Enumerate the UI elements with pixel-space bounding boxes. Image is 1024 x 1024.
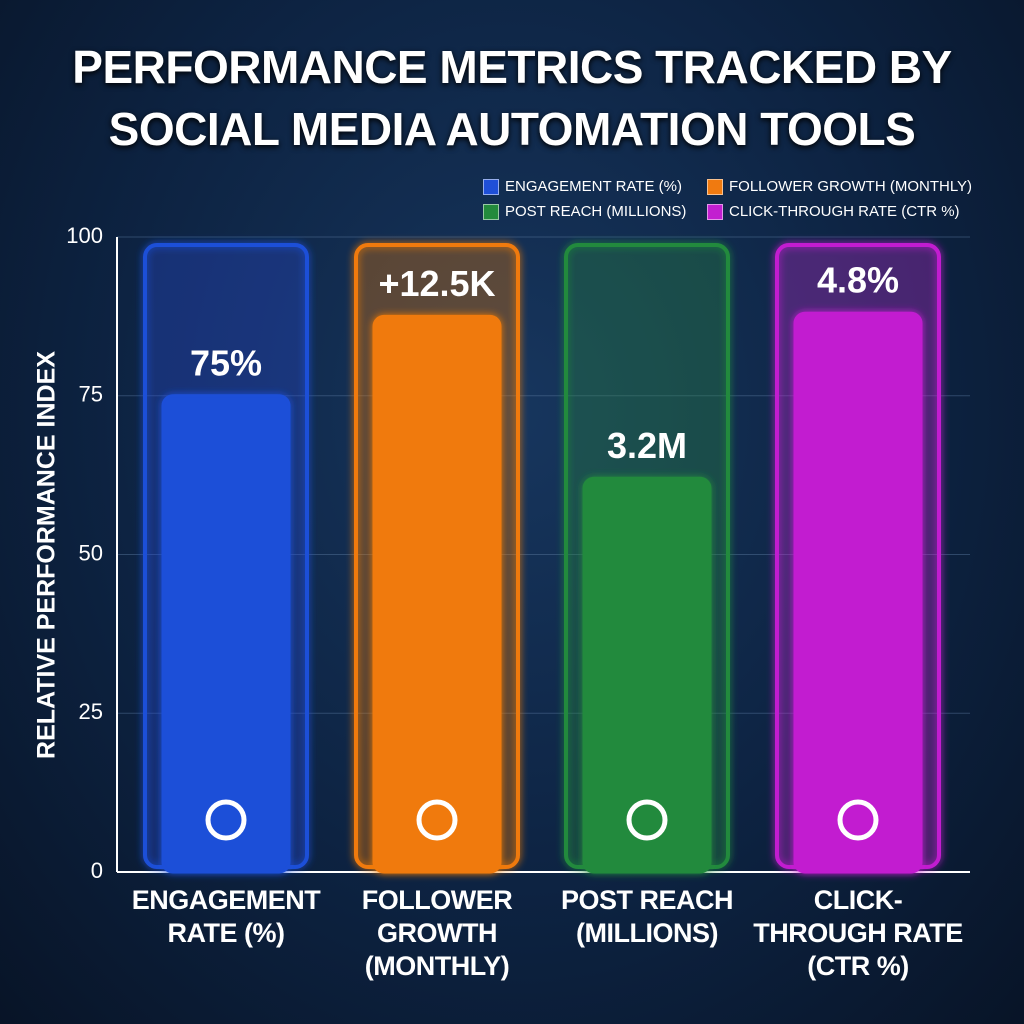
y-tick-label: 25: [79, 699, 103, 724]
icon: [205, 799, 247, 841]
bar-annotation: 4.8%: [817, 260, 899, 301]
legend-label: ENGAGEMENT RATE (%): [505, 178, 682, 195]
y-tick-label: 50: [79, 540, 103, 565]
legend-swatch: [707, 203, 723, 220]
legend-label: CLICK-THROUGH RATE (CTR %): [729, 203, 960, 220]
icon: [626, 799, 668, 841]
y-tick-label: 75: [79, 382, 103, 407]
legend-swatch: [707, 178, 723, 195]
legend-swatch: [483, 178, 499, 195]
bar: [161, 394, 291, 874]
legend-item: ENGAGEMENT RATE (%): [483, 178, 682, 195]
icon: [837, 799, 879, 841]
legend-item: CLICK-THROUGH RATE (CTR %): [707, 203, 960, 220]
legend-item: FOLLOWER GROWTH (MONTHLY): [707, 178, 972, 195]
icon: [416, 799, 458, 841]
legend-label: POST REACH (MILLIONS): [505, 203, 687, 220]
x-tick-label: CLICK-THROUGH RATE (CTR %): [753, 885, 963, 981]
y-tick-label: 100: [66, 223, 103, 248]
bar-annotation: 3.2M: [607, 425, 687, 466]
bar-annotation: 75%: [190, 342, 262, 383]
legend-label: FOLLOWER GROWTH (MONTHLY): [729, 178, 973, 195]
bar: [582, 476, 712, 874]
chart-title: PERFORMANCE METRICS TRACKED BY SOCIAL ME…: [72, 41, 952, 155]
y-axis-label: RELATIVE PERFORMANCE INDEX: [33, 351, 61, 759]
x-tick-label: POST REACH (MILLIONS): [560, 885, 734, 948]
legend-swatch: [483, 203, 499, 220]
bar: [372, 314, 502, 874]
bar: [793, 311, 923, 874]
x-tick-label: FOLLOWER GROWTH (MONTHLY): [361, 885, 513, 981]
legend-item: POST REACH (MILLIONS): [483, 203, 686, 220]
y-tick-label: 0: [91, 858, 103, 883]
x-tick-label: ENGAGEMENT RATE (%): [131, 885, 321, 948]
bar-annotation: +12.5K: [378, 263, 495, 304]
